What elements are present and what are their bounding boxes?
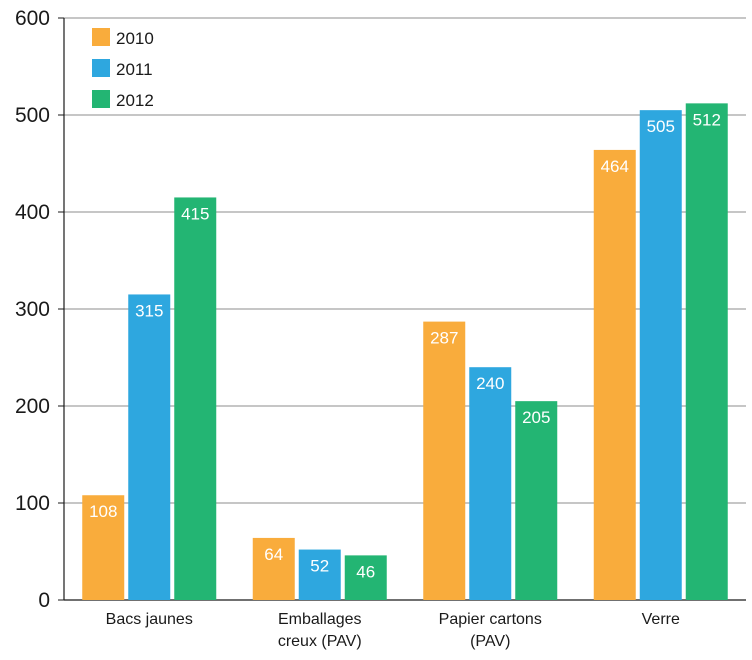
data-label-2011-3: 505 [647,117,675,136]
x-tick-label-1-0: Emballages [278,611,362,628]
x-tick-label-3-0: Verre [642,611,680,628]
legend-swatch-2010 [92,28,110,46]
bar-2010-1 [252,537,295,600]
legend-swatch-2012 [92,90,110,108]
bar-2010-3 [593,149,636,601]
y-tick-label-0: 0 [38,589,50,612]
bar-2012-3 [685,103,728,601]
data-label-2012-1: 46 [356,562,375,581]
y-tick-label-400: 400 [15,201,50,224]
data-label-2011-0: 315 [135,301,163,320]
bar-2011-3 [639,110,682,601]
y-tick-label-300: 300 [15,298,50,321]
legend-label-2012: 2012 [116,91,154,110]
legend-swatch-2011 [92,59,110,77]
data-label-2012-0: 415 [181,204,209,223]
x-tick-label-0-0: Bacs jaunes [106,611,193,628]
bar-2010-0 [82,495,125,600]
data-label-2011-1: 52 [310,557,329,576]
legend: 2010 2011 2012 [92,28,154,110]
bar-2012-1 [344,555,387,600]
data-label-2010-0: 108 [89,502,117,521]
bar-2011-1 [298,549,341,600]
bars [82,103,728,601]
data-label-2011-2: 240 [476,374,504,393]
legend-label-2011: 2011 [116,60,153,79]
y-tick-label-200: 200 [15,395,50,418]
data-label-2010-1: 64 [264,545,283,564]
x-tick-label-2-0: Papier cartons [439,611,542,628]
bar-2012-0 [174,197,217,600]
x-tick-label-2-1: (PAV) [470,633,510,650]
bar-2012-2 [515,401,558,600]
y-tick-label-100: 100 [15,492,50,515]
data-label-2012-3: 512 [693,110,721,129]
legend-label-2010: 2010 [116,29,154,48]
y-tick-label-500: 500 [15,104,50,127]
data-label-2010-3: 464 [601,157,629,176]
x-tick-label-1-1: creux (PAV) [278,633,362,650]
y-tick-label-600: 600 [15,7,50,30]
data-label-2012-2: 205 [522,408,550,427]
data-labels: 108 315 415 64 52 46 287 240 205 464 505 512 [89,110,721,581]
data-label-2010-2: 287 [430,329,458,348]
bar-2011-0 [128,294,171,600]
bar-2010-2 [423,321,466,600]
bar-2011-2 [469,367,512,600]
